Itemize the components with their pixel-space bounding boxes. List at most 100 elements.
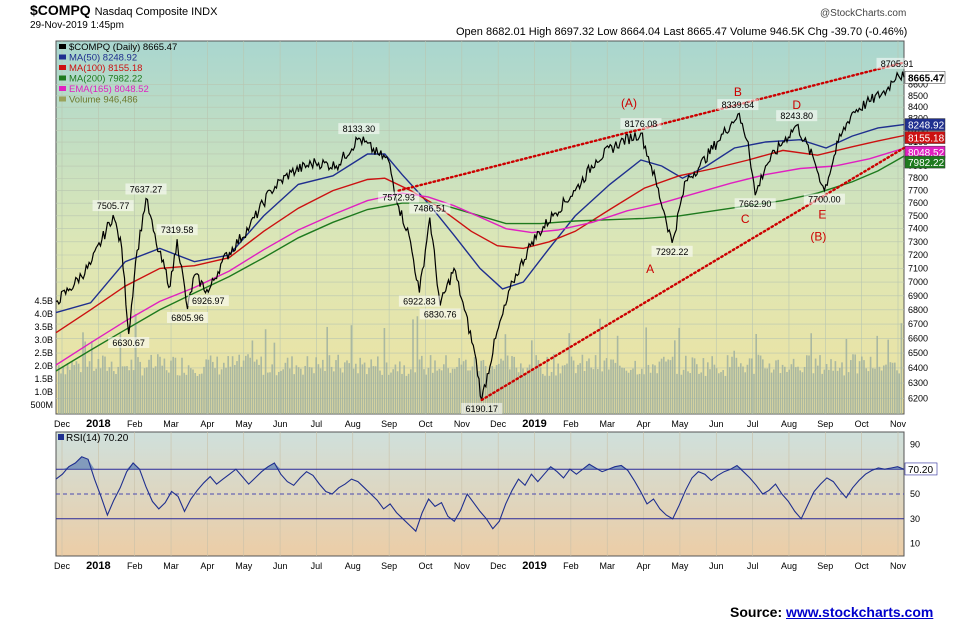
volume-bar bbox=[599, 318, 601, 414]
x-tick-label: Nov bbox=[890, 419, 907, 429]
volume-bar bbox=[733, 350, 735, 414]
volume-bar bbox=[262, 374, 265, 414]
grid bbox=[56, 41, 904, 556]
volume-bar bbox=[293, 374, 295, 414]
x-tick-label: Apr bbox=[200, 419, 214, 429]
volume-bar bbox=[201, 373, 203, 414]
rsi-x-tick-label: Jul bbox=[747, 561, 759, 571]
legend-entry: MA(200) 7982.22 bbox=[69, 74, 142, 85]
volume-bar bbox=[856, 373, 859, 414]
rsi-x-tick-label: Feb bbox=[563, 561, 579, 571]
rsi-tick-label: 50 bbox=[910, 489, 920, 499]
x-tick-label: Jul bbox=[311, 419, 323, 429]
volume-bar bbox=[619, 365, 621, 414]
price-tick-label: 7700 bbox=[908, 186, 928, 196]
volume-tick-label: 3.0B bbox=[34, 335, 53, 345]
volume-bar bbox=[366, 374, 368, 414]
volume-bar bbox=[652, 364, 654, 414]
volume-bar bbox=[253, 361, 256, 414]
volume-bar bbox=[159, 356, 161, 414]
volume-bar bbox=[660, 358, 663, 414]
volume-bar bbox=[832, 370, 834, 414]
volume-bar bbox=[60, 373, 62, 414]
volume-bar bbox=[689, 373, 691, 414]
volume-bar bbox=[289, 368, 291, 414]
volume-bar bbox=[803, 366, 806, 414]
volume-bar bbox=[898, 373, 900, 414]
x-tick-label: Apr bbox=[637, 419, 651, 429]
price-label-bg bbox=[734, 198, 776, 210]
volume-bar bbox=[330, 366, 333, 414]
volume-bar bbox=[333, 371, 335, 414]
volume-bar bbox=[634, 360, 636, 414]
volume-bar bbox=[720, 372, 722, 414]
volume-bar bbox=[605, 358, 608, 414]
chart-title: $COMPQ Nasdaq Composite INDX bbox=[30, 2, 217, 18]
volume-bar bbox=[152, 368, 155, 414]
x-tick-label: Sep bbox=[817, 419, 833, 429]
volume-bar bbox=[759, 355, 762, 414]
volume-bar bbox=[238, 354, 240, 414]
volume-bar bbox=[198, 374, 201, 414]
source-link[interactable]: www.stockcharts.com bbox=[786, 604, 934, 620]
volume-bar bbox=[469, 370, 471, 414]
rsi-x-tick-label: Apr bbox=[200, 561, 214, 571]
volume-bar bbox=[638, 373, 641, 414]
volume-bar bbox=[707, 362, 709, 414]
price-label-bg bbox=[717, 99, 759, 111]
volume-bar bbox=[603, 360, 606, 414]
rsi-x-tick-label: Feb bbox=[127, 561, 143, 571]
rsi-x-tick-label: Apr bbox=[637, 561, 651, 571]
volume-bar bbox=[113, 371, 115, 414]
volume-bar bbox=[845, 338, 848, 414]
volume-bar bbox=[163, 358, 166, 414]
rsi-x-tick-label: Jun bbox=[709, 561, 724, 571]
price-label-bg bbox=[338, 123, 380, 135]
volume-bar bbox=[575, 373, 577, 414]
volume-bar bbox=[313, 373, 315, 414]
legend-entry: MA(50) 8248.92 bbox=[69, 53, 137, 64]
rsi-x-tick-label: Jun bbox=[273, 561, 288, 571]
volume-bar bbox=[249, 357, 251, 414]
volume-bar bbox=[784, 366, 786, 414]
volume-bar bbox=[792, 358, 795, 414]
volume-bar bbox=[416, 316, 419, 414]
volume-tick-label: 2.5B bbox=[34, 348, 53, 358]
volume-bar bbox=[385, 362, 388, 414]
volume-bar bbox=[872, 368, 874, 414]
volume-bar bbox=[709, 369, 711, 414]
price-tick-label: 7800 bbox=[908, 173, 928, 183]
rsi-tick-label: 90 bbox=[910, 439, 920, 449]
volume-bar bbox=[647, 364, 650, 414]
volume-bar bbox=[280, 370, 282, 414]
volume-bar bbox=[636, 374, 639, 414]
rsi-x-tick-label: Mar bbox=[163, 561, 179, 571]
volume-bar bbox=[608, 369, 610, 414]
volume-bar bbox=[352, 368, 355, 414]
volume-bar bbox=[632, 368, 634, 414]
volume-bar bbox=[104, 356, 106, 414]
volume-bar bbox=[766, 368, 768, 414]
x-tick-label: Jun bbox=[709, 419, 724, 429]
volume-bar bbox=[740, 363, 742, 414]
volume-bar bbox=[630, 369, 632, 414]
volume-bar bbox=[449, 372, 452, 414]
volume-bar bbox=[548, 375, 551, 414]
volume-bar bbox=[535, 355, 537, 414]
volume-bar bbox=[137, 357, 139, 414]
volume-bar bbox=[168, 372, 170, 414]
volume-bar bbox=[623, 368, 625, 414]
volume-bar bbox=[641, 368, 643, 414]
volume-bar bbox=[718, 373, 720, 414]
volume-bar bbox=[643, 374, 645, 414]
volume-bar bbox=[724, 375, 727, 414]
rsi-value-badge bbox=[904, 462, 938, 476]
volume-bar bbox=[434, 360, 436, 414]
volume-bar bbox=[108, 367, 111, 414]
volume-bar bbox=[550, 371, 553, 414]
price-label-bg bbox=[398, 295, 440, 307]
volume-bar bbox=[165, 370, 168, 414]
volume-bar bbox=[66, 363, 69, 414]
volume-bar bbox=[614, 362, 617, 414]
price-tick-label: 6500 bbox=[908, 348, 928, 358]
